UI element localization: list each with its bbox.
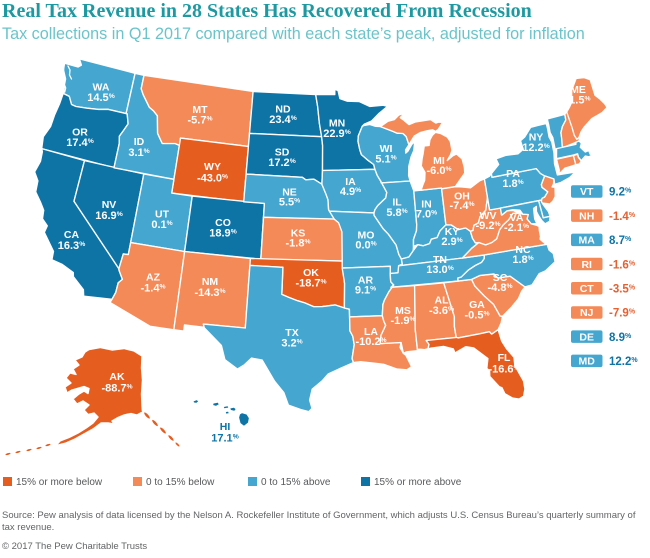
svg-text:NV: NV bbox=[102, 199, 117, 211]
svg-text:17.4%: 17.4% bbox=[66, 137, 93, 149]
svg-text:OK: OK bbox=[303, 267, 319, 279]
svg-text:ND: ND bbox=[275, 104, 291, 116]
svg-text:MD: MD bbox=[579, 356, 596, 368]
svg-text:-1.4%: -1.4% bbox=[140, 283, 165, 295]
svg-text:-43.0%: -43.0% bbox=[197, 173, 228, 185]
svg-text:AK: AK bbox=[109, 371, 125, 383]
svg-text:22.9%: 22.9% bbox=[323, 128, 350, 140]
svg-text:WV: WV bbox=[480, 210, 497, 222]
svg-text:TN: TN bbox=[433, 254, 447, 266]
svg-text:-2.1%: -2.1% bbox=[504, 222, 529, 234]
svg-text:IN: IN bbox=[421, 199, 432, 211]
svg-text:KY: KY bbox=[445, 226, 460, 238]
svg-text:-16.6%: -16.6% bbox=[488, 364, 519, 376]
svg-text:CO: CO bbox=[215, 217, 231, 229]
svg-text:PA: PA bbox=[506, 168, 520, 180]
svg-text:18.9%: 18.9% bbox=[209, 228, 236, 240]
svg-text:TX: TX bbox=[285, 327, 298, 339]
svg-text:-88.7%: -88.7% bbox=[101, 383, 132, 395]
svg-text:-7.9%: -7.9% bbox=[609, 308, 636, 320]
svg-text:14.5%: 14.5% bbox=[87, 92, 114, 104]
svg-text:NC: NC bbox=[515, 244, 531, 256]
svg-text:17.1%: 17.1% bbox=[211, 433, 238, 445]
svg-text:23.4%: 23.4% bbox=[269, 114, 296, 126]
svg-text:AR: AR bbox=[358, 275, 374, 287]
svg-text:KS: KS bbox=[291, 228, 306, 240]
svg-text:0 to 15% above: 0 to 15% above bbox=[261, 477, 331, 488]
svg-text:DE: DE bbox=[579, 331, 594, 343]
svg-text:MT: MT bbox=[192, 104, 208, 116]
svg-text:OH: OH bbox=[454, 191, 470, 203]
svg-text:CT: CT bbox=[580, 283, 595, 295]
svg-text:-6.0%: -6.0% bbox=[426, 165, 451, 177]
svg-text:ME: ME bbox=[570, 84, 586, 96]
svg-text:HI: HI bbox=[220, 421, 231, 433]
svg-text:-4.8%: -4.8% bbox=[487, 282, 512, 294]
svg-text:NH: NH bbox=[579, 210, 594, 222]
svg-text:NE: NE bbox=[282, 187, 297, 199]
svg-text:UT: UT bbox=[155, 209, 170, 221]
svg-text:-14.3%: -14.3% bbox=[194, 287, 225, 299]
svg-text:8.9%: 8.9% bbox=[609, 332, 632, 344]
svg-text:MN: MN bbox=[329, 118, 345, 130]
svg-text:SC: SC bbox=[493, 272, 508, 284]
svg-text:-9.2%: -9.2% bbox=[475, 220, 500, 232]
svg-text:ID: ID bbox=[134, 136, 145, 148]
svg-text:GA: GA bbox=[469, 299, 485, 311]
svg-text:SD: SD bbox=[275, 147, 290, 159]
svg-text:13.0%: 13.0% bbox=[426, 264, 453, 276]
svg-text:NJ: NJ bbox=[580, 307, 594, 319]
svg-text:AL: AL bbox=[435, 295, 450, 307]
svg-text:-1.4%: -1.4% bbox=[609, 211, 636, 223]
svg-text:WI: WI bbox=[380, 143, 393, 155]
svg-text:12.2%: 12.2% bbox=[522, 142, 549, 154]
svg-text:-5.7%: -5.7% bbox=[187, 115, 212, 127]
svg-text:-1.5%: -1.5% bbox=[565, 95, 590, 107]
svg-text:-1.6%: -1.6% bbox=[609, 259, 636, 271]
svg-text:-1.8%: -1.8% bbox=[285, 238, 310, 250]
svg-text:15% or more above: 15% or more above bbox=[374, 477, 462, 488]
svg-text:16.9%: 16.9% bbox=[95, 210, 122, 222]
svg-text:-3.6%: -3.6% bbox=[429, 305, 454, 317]
svg-text:17.2%: 17.2% bbox=[268, 157, 295, 169]
svg-text:-1.9%: -1.9% bbox=[390, 315, 415, 327]
svg-text:CA: CA bbox=[64, 229, 80, 241]
svg-text:IL: IL bbox=[392, 197, 402, 209]
svg-text:16.3%: 16.3% bbox=[58, 240, 85, 252]
svg-text:9.2%: 9.2% bbox=[609, 187, 632, 199]
svg-text:VA: VA bbox=[510, 212, 524, 224]
svg-text:FL: FL bbox=[498, 352, 511, 364]
svg-text:LA: LA bbox=[364, 326, 378, 338]
svg-text:RI: RI bbox=[581, 259, 592, 271]
svg-text:NM: NM bbox=[202, 276, 219, 288]
svg-text:MI: MI bbox=[433, 155, 445, 167]
svg-text:-10.2%: -10.2% bbox=[355, 336, 386, 348]
svg-text:8.7%: 8.7% bbox=[609, 235, 632, 247]
svg-text:-7.4%: -7.4% bbox=[449, 200, 474, 212]
svg-text:MA: MA bbox=[579, 235, 596, 247]
svg-text:12.2%: 12.2% bbox=[609, 356, 638, 368]
svg-text:-18.7%: -18.7% bbox=[295, 278, 326, 290]
svg-text:MS: MS bbox=[395, 305, 411, 317]
svg-text:NY: NY bbox=[529, 132, 544, 144]
svg-text:IA: IA bbox=[345, 176, 356, 188]
svg-text:-3.5%: -3.5% bbox=[609, 284, 636, 296]
svg-text:WA: WA bbox=[93, 82, 110, 94]
svg-text:MO: MO bbox=[358, 230, 375, 242]
svg-text:-0.5%: -0.5% bbox=[464, 310, 489, 322]
svg-text:0 to 15% below: 0 to 15% below bbox=[146, 477, 215, 488]
svg-text:WY: WY bbox=[204, 161, 221, 173]
svg-text:VT: VT bbox=[580, 186, 594, 198]
svg-text:15% or more below: 15% or more below bbox=[16, 477, 103, 488]
svg-text:AZ: AZ bbox=[146, 272, 161, 284]
svg-text:OR: OR bbox=[72, 127, 88, 139]
